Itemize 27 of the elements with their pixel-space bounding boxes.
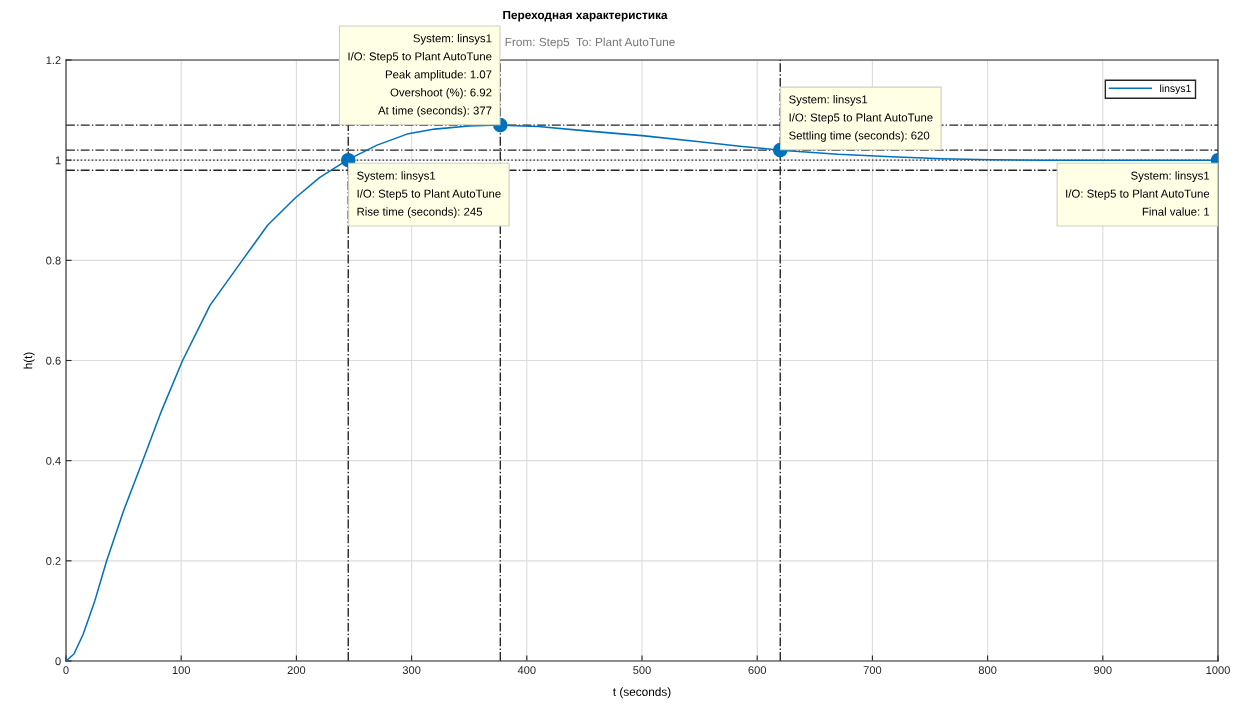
annotation: System: linsys1 I/O: Step5 to Plant AutoTune Final value: 1 bbox=[1066, 171, 1210, 216]
x-tick-label: 600 bbox=[748, 666, 767, 675]
annotation: System: linsys1 I/O: Step5 to Plant AutoTune Peak amplitude: 1.07 Overshoot (%): 6.92 At time (seconds): 377 bbox=[348, 33, 492, 117]
annotation: System: linsys1 I/O: Step5 to Plant AutoTune Settling time (seconds): 620 bbox=[789, 95, 933, 142]
x-tick-label: 500 bbox=[633, 666, 651, 675]
x-tick-label: 200 bbox=[287, 666, 306, 675]
x-axis-title: t (seconds) bbox=[612, 687, 671, 699]
legend-label: linsys1 bbox=[1160, 84, 1191, 95]
x-tick-label: 1000 bbox=[1206, 666, 1230, 675]
y-tick-label: 0 bbox=[55, 657, 61, 666]
y-tick-label: 1 bbox=[55, 156, 61, 165]
y-tick-label: 0.4 bbox=[46, 456, 61, 465]
x-tick-label: 800 bbox=[978, 666, 997, 675]
x-tick-label: 700 bbox=[863, 666, 882, 675]
chart-title: Переходная характеристика bbox=[503, 10, 668, 22]
y-tick-label: 1.2 bbox=[46, 56, 61, 65]
x-tick-label: 0 bbox=[63, 666, 69, 675]
x-tick-label: 400 bbox=[517, 666, 536, 675]
y-axis-title: h(t) bbox=[23, 352, 35, 369]
y-tick-label: 0.8 bbox=[46, 256, 61, 265]
x-tick-label: 900 bbox=[1094, 666, 1112, 675]
y-tick-label: 0.6 bbox=[46, 356, 61, 365]
x-tick-label: 300 bbox=[402, 666, 421, 675]
annotation: System: linsys1 I/O: Step5 to Plant AutoTune Rise time (seconds): 245 bbox=[357, 171, 501, 218]
y-tick-label: 0.2 bbox=[46, 557, 61, 565]
chart-subtitle: From: Step5 To: Plant AutoTune bbox=[505, 37, 675, 49]
x-tick-label: 100 bbox=[172, 666, 191, 675]
